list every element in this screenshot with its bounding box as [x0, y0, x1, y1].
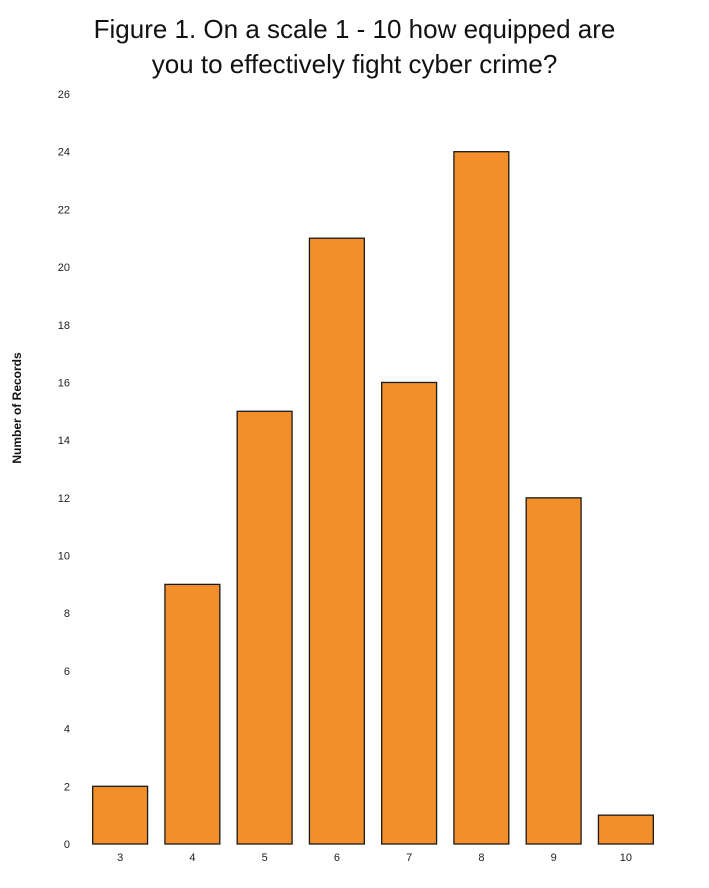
bar-7 [381, 381, 438, 845]
y-tick-label: 6 [64, 666, 70, 678]
bar-8 [453, 151, 510, 845]
y-tick-label: 0 [64, 839, 70, 851]
bar-10 [597, 814, 654, 845]
y-tick-label: 26 [58, 89, 70, 101]
y-tick-label: 8 [64, 608, 70, 620]
y-tick-label: 10 [58, 551, 70, 563]
y-tick-label: 14 [58, 435, 70, 447]
x-tick-label: 6 [334, 852, 340, 864]
chart-title: Figure 1. On a scale 1 - 10 how equipped… [0, 12, 709, 82]
x-tick-label: 9 [551, 852, 557, 864]
x-tick-label: 4 [189, 852, 195, 864]
x-tick-label: 5 [262, 852, 268, 864]
y-tick-label: 22 [58, 204, 70, 216]
x-tick-labels: 3 4 5 6 7 8 9 10 [117, 852, 632, 864]
y-tick-label: 20 [58, 262, 70, 274]
bar-4 [164, 583, 221, 845]
x-tick-label: 10 [620, 852, 632, 864]
chart-title-line-1: Figure 1. On a scale 1 - 10 how equipped… [93, 14, 616, 44]
bars [92, 151, 654, 845]
x-tick-label: 8 [478, 852, 484, 864]
y-tick-label: 2 [64, 781, 70, 793]
bar-6 [308, 237, 365, 845]
bar-3 [92, 785, 149, 845]
y-tick-label: 4 [64, 724, 70, 736]
bar-9 [525, 497, 582, 845]
x-tick-label: 7 [406, 852, 412, 864]
x-tick-label: 3 [117, 852, 123, 864]
y-tick-label: 24 [58, 147, 70, 159]
y-tick-label: 16 [58, 377, 70, 389]
y-tick-label: 18 [58, 320, 70, 332]
bar-5 [236, 410, 293, 845]
y-tick-label: 12 [58, 493, 70, 505]
chart-title-line-2: you to effectively fight cyber crime? [151, 49, 558, 79]
